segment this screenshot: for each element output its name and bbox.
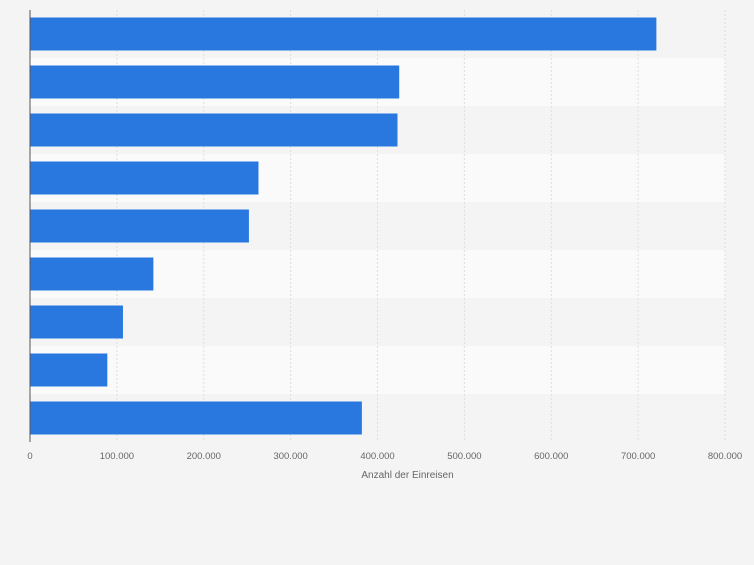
bar[interactable] [30,353,108,387]
x-tick-label: 600.000 [534,451,568,462]
x-tick-label: 0 [27,451,32,462]
bar[interactable] [30,113,398,147]
x-tick-label: 400.000 [360,451,394,462]
bar[interactable] [30,305,123,339]
bar[interactable] [30,257,154,291]
bar[interactable] [30,401,362,435]
x-tick-labels: 0 100.000 200.000 300.000 400.000 500.000 600.… [27,451,742,462]
bar[interactable] [30,209,249,243]
x-tick-label: 500.000 [447,451,481,462]
bar[interactable] [30,161,259,195]
x-tick-label: 700.000 [621,451,655,462]
x-tick-label: 100.000 [100,451,134,462]
bar[interactable] [30,65,400,99]
bars [30,17,657,435]
x-tick-label: 800.000 [708,451,742,462]
x-tick-label: 300.000 [273,451,307,462]
x-tick-label: 200.000 [187,451,221,462]
x-axis-label: Anzahl der Einreisen [361,470,453,481]
bar[interactable] [30,17,657,51]
